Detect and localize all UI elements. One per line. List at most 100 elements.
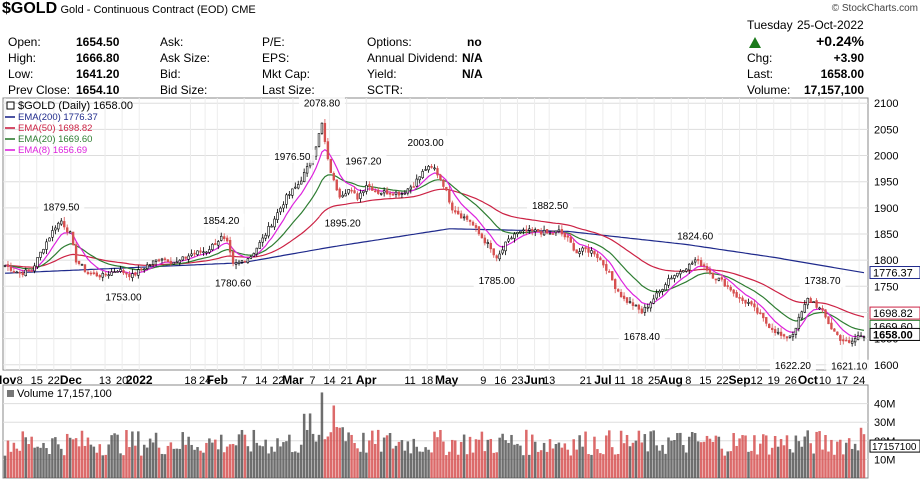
- volume-bar: [199, 450, 202, 478]
- candle-body: [421, 170, 424, 179]
- x-tick-label: 15: [31, 375, 43, 387]
- x-tick-label: 18: [421, 375, 433, 387]
- candle-body: [190, 253, 193, 256]
- x-tick-label: 12: [751, 375, 763, 387]
- volume-bar: [225, 446, 229, 478]
- candle-body: [412, 186, 415, 188]
- price-label: 2078.80: [304, 98, 341, 109]
- x-tick-label: Dec: [60, 373, 82, 387]
- y-tick-label: 2050: [874, 124, 898, 136]
- candle-body: [504, 241, 507, 252]
- candle-body: [833, 328, 836, 332]
- volume-bar: [625, 434, 629, 478]
- volume-bar: [134, 445, 137, 478]
- candle-body: [261, 237, 264, 243]
- volume-bar: [160, 453, 164, 478]
- candle-body: [350, 189, 353, 192]
- volume-bar: [279, 446, 282, 478]
- volume-bar: [720, 448, 724, 478]
- volume-tick-label: 30M: [874, 417, 895, 429]
- price-label: 1895.20: [325, 218, 362, 229]
- low-label: Low:: [8, 67, 34, 81]
- y-tick-label: 1750: [874, 281, 898, 293]
- price-label-bg: [826, 359, 873, 373]
- volume-bar: [794, 435, 798, 478]
- bid-size-label: Bid Size:: [160, 83, 208, 97]
- candle-body: [705, 265, 709, 271]
- volume-bar: [296, 452, 300, 478]
- volume-bar: [335, 427, 339, 478]
- candle-body: [498, 253, 501, 260]
- candle-body: [581, 247, 584, 252]
- axis-tag-box: [869, 327, 920, 341]
- volume-bar: [397, 441, 401, 478]
- candle-body: [382, 190, 386, 194]
- dividend-label: Annual Dividend:: [367, 51, 458, 65]
- prev-close-value: 1654.10: [76, 83, 120, 97]
- candle-body: [830, 322, 833, 330]
- candle-body: [160, 258, 164, 261]
- candle-body: [696, 259, 700, 261]
- volume-bar: [652, 430, 655, 478]
- x-tick-label: 14: [255, 375, 267, 387]
- candle-body: [454, 210, 457, 213]
- volume-bar: [415, 446, 418, 478]
- volume-bar: [255, 442, 259, 478]
- candle-body: [513, 233, 516, 239]
- x-tick-label: 13: [543, 375, 555, 387]
- candle-body: [148, 264, 152, 266]
- volume-bar: [622, 443, 626, 478]
- volume-bar: [385, 435, 389, 478]
- candle-body: [166, 259, 170, 263]
- volume-bar: [184, 444, 187, 478]
- candle-body: [797, 316, 801, 329]
- volume-bar: [104, 454, 107, 478]
- candle-body: [477, 226, 481, 235]
- candle-body: [782, 334, 786, 337]
- candle-body: [302, 172, 306, 182]
- volume-bar: [788, 449, 792, 478]
- volume-bar: [101, 455, 105, 478]
- volume-bar: [486, 439, 490, 478]
- volume-bar: [714, 435, 718, 478]
- candle-body: [134, 272, 137, 276]
- candle-body: [400, 193, 404, 196]
- candle-body: [773, 329, 777, 333]
- volume-bar: [667, 437, 670, 478]
- candle-body: [297, 184, 300, 189]
- candle-body: [68, 231, 72, 234]
- candle-body: [371, 186, 374, 191]
- candle-body: [765, 317, 768, 324]
- candle-body: [83, 264, 87, 272]
- candle-body: [234, 262, 238, 265]
- candle-body: [54, 227, 57, 231]
- candle-body: [89, 272, 93, 275]
- volume-bar: [196, 447, 199, 478]
- volume-bar: [613, 454, 617, 478]
- volume-bar: [344, 441, 347, 478]
- volume-bar: [640, 442, 644, 478]
- volume-bar: [305, 429, 309, 478]
- volume-bar: [365, 452, 368, 478]
- volume-bar: [468, 436, 472, 478]
- volume-bar: [726, 451, 729, 478]
- volume-bar: [36, 446, 39, 478]
- description: Gold - Continuous Contract (EOD): [60, 4, 228, 16]
- candle-body: [827, 316, 830, 325]
- candle-body: [418, 176, 421, 181]
- volume-bar: [676, 433, 679, 478]
- volume-bar: [57, 444, 60, 478]
- candle-body: [314, 146, 318, 157]
- candle-body: [507, 238, 510, 242]
- y-tick-label: 1600: [874, 360, 898, 372]
- volume-bar: [388, 433, 392, 478]
- volume-bar: [98, 444, 102, 478]
- candle-body: [708, 269, 712, 274]
- candle-body: [759, 312, 762, 315]
- candle-body: [667, 278, 670, 286]
- volume-bar: [453, 440, 457, 478]
- volume-bar: [776, 446, 780, 478]
- volume-bar: [62, 455, 66, 478]
- volume-bar: [699, 442, 703, 478]
- volume-bar: [575, 449, 578, 478]
